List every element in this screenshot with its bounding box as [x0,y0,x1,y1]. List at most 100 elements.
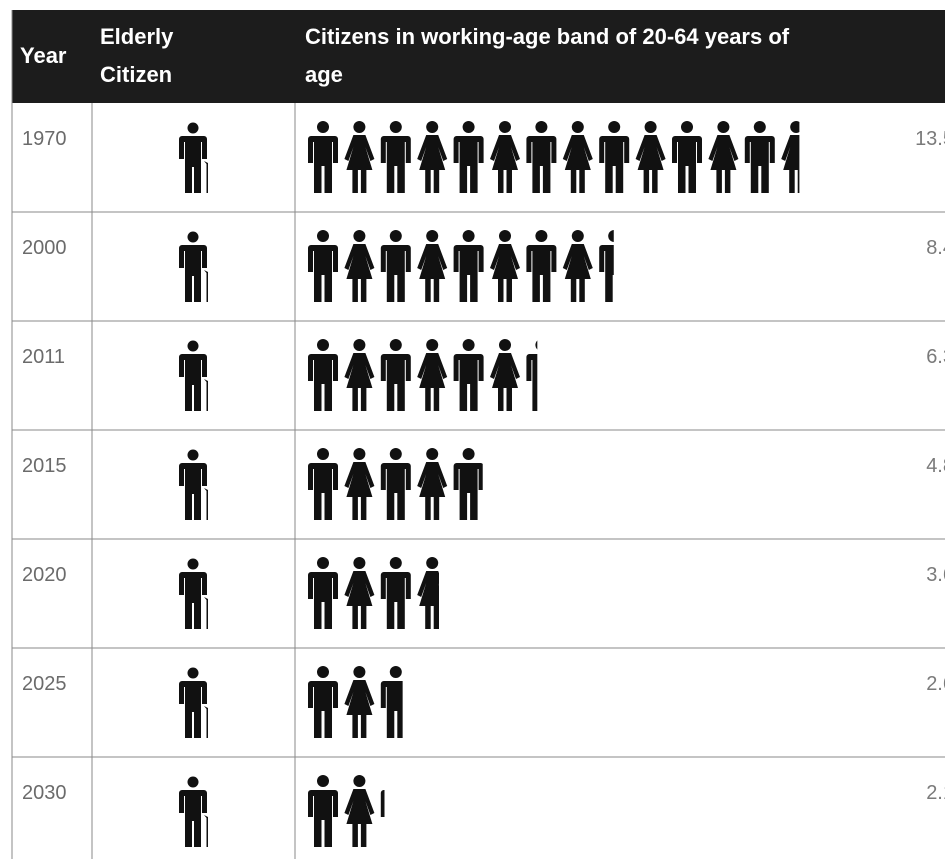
body [308,136,338,193]
head [499,339,511,351]
head [462,121,475,133]
body [308,572,338,629]
woman-icon [417,121,448,193]
man-icon [672,121,702,193]
woman-icon [344,230,375,302]
head [608,230,614,242]
woman-icon [781,121,800,193]
head [353,230,366,242]
man-icon [526,121,557,193]
head [389,557,402,569]
man-icon [744,121,775,193]
man-icon [380,557,411,629]
man-icon [308,775,338,847]
head [317,557,329,569]
row-year: 2000 [22,237,67,259]
working-age-figures [308,121,800,193]
woman-icon [417,448,448,520]
man-icon [380,230,411,302]
man-icon [526,340,538,411]
head [317,230,329,242]
body [417,135,448,193]
man-icon [380,121,411,193]
body [380,245,411,302]
man-icon [308,557,338,629]
head [187,776,199,788]
body [344,680,375,738]
row-value-label: 2.6 [926,673,945,695]
head [389,339,402,351]
woman-icon [344,557,375,629]
man-icon [453,339,484,411]
header-year: Year [20,43,67,68]
woman-icon [490,121,520,193]
working-age-figures [308,448,483,520]
man-icon [380,339,411,411]
head [317,339,329,351]
head [353,557,366,569]
row-value-label: 2.1 [926,782,945,804]
head [535,340,538,350]
row-value-label: 13.5 [915,128,945,150]
woman-icon [490,339,520,411]
body [308,245,338,302]
head [535,121,548,133]
table-row: 2000 8.4 [22,230,945,302]
head [426,557,439,569]
elderly-person-with-cane-icon [179,122,208,193]
head [426,339,439,351]
man-icon [308,666,338,738]
man-icon [526,230,557,302]
woman-icon [562,121,593,193]
working-age-figures [308,666,403,738]
body [344,135,375,193]
elderly-person-with-cane-icon [179,558,208,629]
head [571,230,584,242]
row-value-label: 6.3 [926,346,945,368]
head [753,121,766,133]
cane [204,270,208,302]
woman-icon [417,230,448,302]
working-age-figures [308,339,538,411]
man-icon [380,448,411,520]
head [462,448,475,460]
body [526,354,538,411]
body [672,136,702,193]
head [426,230,439,242]
head [389,121,402,133]
head [717,121,730,133]
head [353,121,366,133]
head [317,448,329,460]
man-icon [599,121,630,193]
table-row: 1970 13.5 [22,121,945,193]
elderly-person-with-cane-icon [179,449,208,520]
body [344,353,375,411]
head [187,231,199,243]
man-icon [453,121,484,193]
head [389,448,402,460]
body [562,244,593,302]
head [644,121,657,133]
body [179,354,207,411]
header-working-line-2: age [305,62,343,87]
row-year: 2020 [22,564,67,586]
working-age-figures [308,230,614,302]
body [708,135,739,193]
head [389,666,402,678]
body [781,135,800,193]
header-working-line-1: Citizens in working-age band of 20-64 ye… [305,24,790,49]
table-body: 1970 13.5 2000 8.4 2011 6.3 2015 4.8 2020 3.6 2025… [22,121,945,847]
body [344,462,375,520]
cane [204,379,208,411]
woman-icon [708,121,739,193]
man-icon [308,339,338,411]
man-icon [308,448,338,520]
woman-icon [635,121,666,193]
body [562,135,593,193]
body [417,462,448,520]
body [417,353,448,411]
elderly-person-with-cane-icon [179,776,208,847]
body [308,354,338,411]
head [608,121,621,133]
